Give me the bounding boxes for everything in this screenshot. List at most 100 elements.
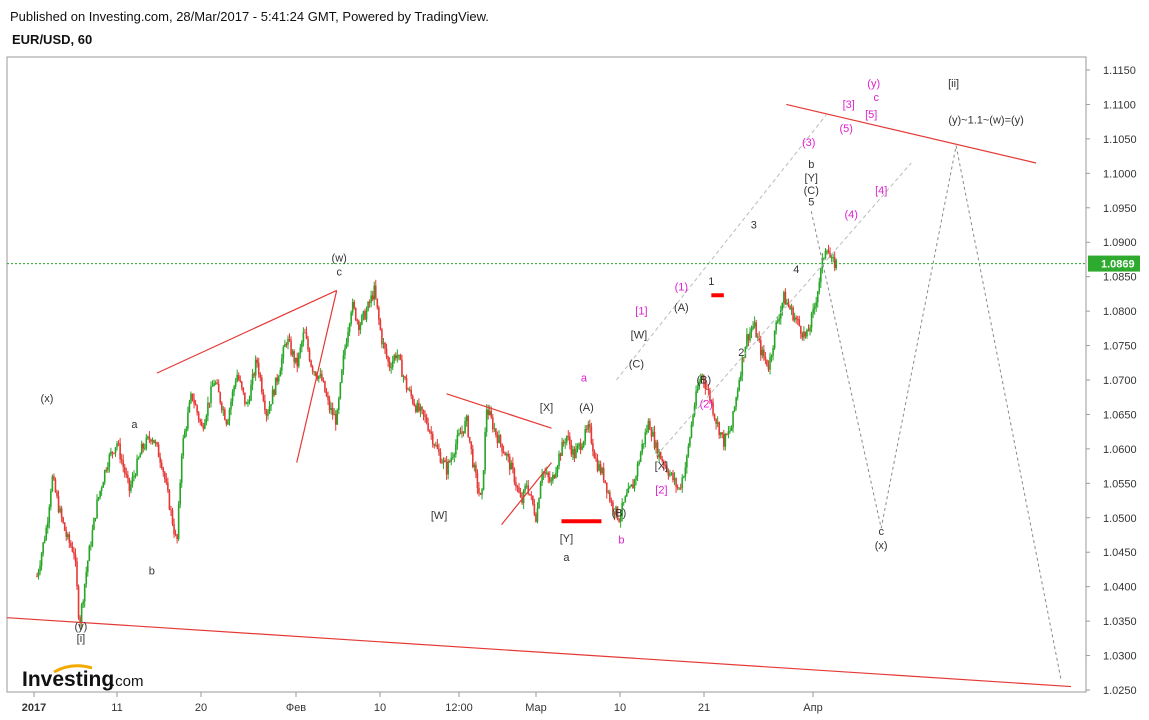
trend-line[interactable] bbox=[786, 103, 1037, 164]
y-tick-label: 1.0550 bbox=[1103, 478, 1137, 490]
candle-body bbox=[821, 258, 824, 269]
candle-body bbox=[170, 509, 172, 511]
candle-body bbox=[163, 472, 166, 479]
trend-line[interactable] bbox=[446, 393, 552, 429]
candle-body bbox=[222, 409, 225, 411]
candle-body bbox=[541, 474, 543, 483]
symbol-title: EUR/USD, 60 bbox=[12, 32, 93, 47]
candle-body bbox=[471, 449, 474, 467]
candle-body bbox=[308, 349, 311, 361]
candle-body bbox=[653, 431, 656, 448]
candle-body bbox=[661, 459, 664, 462]
candle-body bbox=[137, 457, 140, 459]
candle-body bbox=[99, 490, 101, 498]
candle-body bbox=[803, 331, 805, 338]
candle-body bbox=[752, 326, 754, 330]
candle-body bbox=[501, 443, 503, 452]
candle-body bbox=[833, 257, 836, 269]
candle-body bbox=[456, 434, 459, 445]
candle-body bbox=[204, 422, 206, 429]
projection-path[interactable] bbox=[810, 145, 1062, 680]
candle-body bbox=[88, 546, 91, 562]
wave-label: (2) bbox=[700, 399, 713, 411]
candle-body bbox=[570, 444, 573, 455]
candle-body bbox=[787, 302, 790, 307]
candle-body bbox=[145, 437, 148, 449]
candle-body bbox=[766, 359, 768, 366]
candle-body bbox=[310, 360, 312, 367]
candle-body bbox=[179, 482, 181, 505]
candle-body bbox=[394, 355, 397, 359]
candle-body bbox=[727, 431, 730, 435]
wave-label: (A) bbox=[674, 302, 689, 314]
wave-label: [W] bbox=[631, 330, 648, 342]
candle-body bbox=[248, 400, 251, 402]
candle-body bbox=[159, 457, 161, 463]
candle-body bbox=[196, 405, 198, 413]
candle-body bbox=[127, 474, 129, 479]
candle-body bbox=[333, 414, 335, 416]
wave-label: [3] bbox=[843, 99, 855, 111]
candle-body bbox=[48, 506, 51, 523]
candle-body bbox=[639, 452, 642, 462]
candle-body bbox=[371, 295, 374, 300]
candle-body bbox=[535, 514, 537, 522]
trend-line[interactable] bbox=[501, 462, 552, 526]
candle-body bbox=[128, 478, 131, 491]
candle-body bbox=[612, 502, 614, 512]
chart-plot-frame bbox=[6, 56, 1087, 693]
candle-body bbox=[367, 302, 369, 311]
candle-body bbox=[408, 389, 411, 391]
candle-body bbox=[194, 403, 197, 406]
candle-body bbox=[165, 478, 168, 483]
candle-body bbox=[85, 571, 88, 585]
candle-body bbox=[658, 451, 660, 458]
trend-line[interactable] bbox=[156, 289, 337, 374]
candle-body bbox=[361, 315, 363, 325]
candle-body bbox=[331, 407, 334, 416]
x-tick-label: 2017 bbox=[22, 702, 46, 714]
candle-body bbox=[496, 434, 499, 443]
candle-body bbox=[187, 412, 189, 429]
candle-body bbox=[527, 485, 530, 494]
candle-body bbox=[301, 341, 303, 348]
candle-body bbox=[439, 452, 442, 463]
candle-body bbox=[695, 391, 697, 406]
candle-body bbox=[516, 486, 519, 488]
candle-body bbox=[670, 472, 673, 474]
candle-body bbox=[356, 320, 359, 321]
candle-body bbox=[679, 487, 682, 489]
trend-line[interactable] bbox=[6, 617, 1072, 688]
candle-body bbox=[354, 307, 357, 321]
candle-body bbox=[824, 250, 827, 259]
candle-body bbox=[528, 493, 531, 495]
candle-body bbox=[730, 427, 733, 431]
candle-body bbox=[721, 432, 724, 434]
candle-body bbox=[59, 508, 61, 512]
candle-body bbox=[405, 378, 408, 390]
candle-body bbox=[304, 332, 306, 334]
candle-body bbox=[484, 432, 486, 471]
candle-body bbox=[547, 472, 550, 478]
wave-label: 1 bbox=[708, 276, 714, 288]
candle-body bbox=[622, 502, 625, 503]
channel-line[interactable] bbox=[616, 114, 827, 381]
candle-body bbox=[736, 390, 739, 398]
candle-body bbox=[393, 355, 396, 361]
candle-body bbox=[379, 319, 382, 330]
candle-body bbox=[776, 320, 779, 323]
candle-body bbox=[584, 429, 587, 442]
y-tick-label: 1.0250 bbox=[1103, 685, 1137, 697]
candle-body bbox=[102, 482, 104, 488]
candle-body bbox=[823, 258, 825, 259]
candle-body bbox=[410, 389, 412, 396]
candle-body bbox=[569, 436, 571, 445]
candle-body bbox=[216, 382, 218, 384]
candle-body bbox=[575, 448, 577, 459]
candle-body bbox=[237, 374, 240, 380]
candle-body bbox=[726, 433, 728, 435]
channel-line[interactable] bbox=[656, 162, 912, 457]
candle-body bbox=[495, 428, 497, 435]
trend-line[interactable] bbox=[296, 290, 338, 463]
